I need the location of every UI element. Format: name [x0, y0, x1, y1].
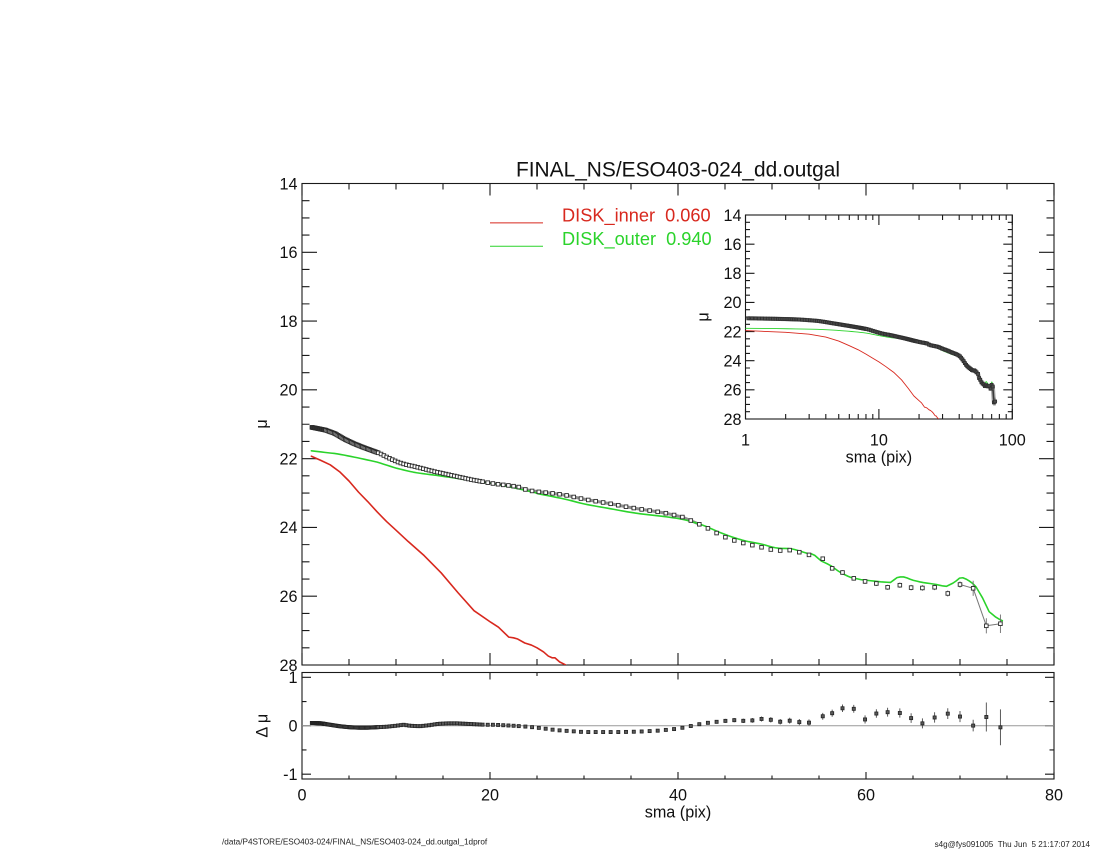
svg-text:16: 16 — [723, 236, 741, 254]
svg-text:22: 22 — [723, 323, 741, 341]
svg-text:sma (pix): sma (pix) — [846, 449, 913, 467]
svg-text:24: 24 — [723, 353, 741, 371]
svg-text:1: 1 — [288, 669, 297, 687]
svg-text:18: 18 — [723, 265, 741, 283]
svg-text:0: 0 — [288, 718, 297, 736]
svg-text:22: 22 — [279, 450, 297, 468]
svg-text:26: 26 — [279, 588, 297, 606]
svg-text:14: 14 — [723, 207, 741, 225]
svg-text:14: 14 — [279, 175, 297, 193]
svg-text:16: 16 — [279, 244, 297, 262]
svg-text:18: 18 — [279, 313, 297, 331]
svg-text:40: 40 — [669, 786, 687, 804]
svg-text:-1: -1 — [283, 766, 297, 784]
svg-text:24: 24 — [279, 519, 297, 537]
svg-text:80: 80 — [1045, 786, 1063, 804]
svg-text:μ: μ — [695, 312, 713, 321]
svg-text:28: 28 — [279, 657, 297, 675]
svg-text:sma (pix): sma (pix) — [645, 803, 712, 821]
svg-text:0: 0 — [297, 786, 306, 804]
svg-text:20: 20 — [279, 382, 297, 400]
svg-text:DISK_inner 0.060: DISK_inner 0.060 — [562, 205, 711, 226]
svg-text:/data/P4STORE/ESO403-024/FINAL: /data/P4STORE/ESO403-024/FINAL_NS/ESO403… — [222, 838, 488, 847]
svg-text:26: 26 — [723, 382, 741, 400]
svg-text:FINAL_NS/ESO403-024_dd.outgal: FINAL_NS/ESO403-024_dd.outgal — [516, 159, 840, 182]
svg-text:10: 10 — [870, 432, 888, 450]
svg-text:1: 1 — [741, 432, 750, 450]
svg-text:100: 100 — [999, 432, 1026, 450]
svg-text:60: 60 — [857, 786, 875, 804]
svg-text:20: 20 — [723, 294, 741, 312]
svg-text:20: 20 — [481, 786, 499, 804]
svg-text:Δ μ: Δ μ — [254, 714, 272, 738]
svg-text:μ: μ — [253, 419, 271, 428]
svg-text:DISK_outer 0.940: DISK_outer 0.940 — [562, 229, 712, 250]
svg-text:28: 28 — [723, 411, 741, 429]
svg-text:s4g@fys091005 Thu Jun 5 21:1: s4g@fys091005 Thu Jun 5 21:17:07 2014 — [935, 840, 1091, 849]
